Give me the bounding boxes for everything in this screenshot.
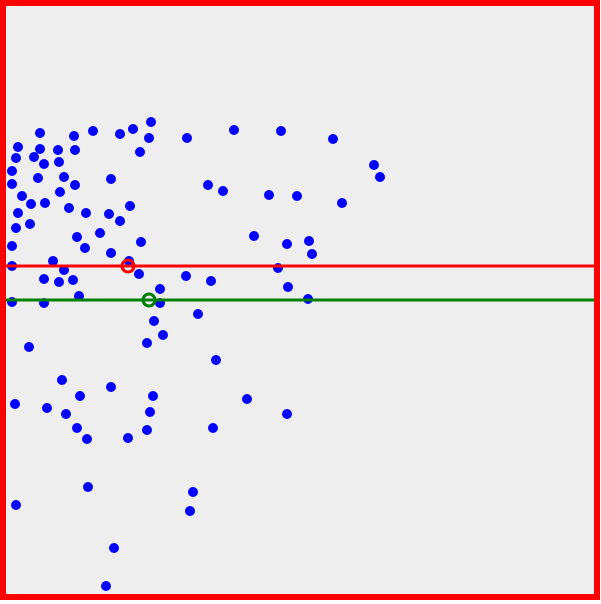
- dot-field: [7, 117, 385, 591]
- blue-dot[interactable]: [13, 208, 23, 218]
- blue-dot[interactable]: [54, 277, 64, 287]
- blue-dot[interactable]: [24, 342, 34, 352]
- blue-dot[interactable]: [155, 284, 165, 294]
- red-ring-marker[interactable]: [120, 258, 136, 274]
- blue-dot[interactable]: [55, 187, 65, 197]
- blue-dot[interactable]: [375, 172, 385, 182]
- blue-dot[interactable]: [80, 243, 90, 253]
- blue-dot[interactable]: [123, 433, 133, 443]
- blue-dot[interactable]: [72, 232, 82, 242]
- blue-dot[interactable]: [185, 506, 195, 516]
- blue-dot[interactable]: [33, 173, 43, 183]
- blue-dot[interactable]: [242, 394, 252, 404]
- blue-dot[interactable]: [337, 198, 347, 208]
- blue-dot[interactable]: [59, 172, 69, 182]
- blue-dot[interactable]: [283, 282, 293, 292]
- blue-dot[interactable]: [64, 203, 74, 213]
- blue-dot[interactable]: [106, 382, 116, 392]
- blue-dot[interactable]: [35, 144, 45, 154]
- blue-dot[interactable]: [229, 125, 239, 135]
- blue-dot[interactable]: [106, 248, 116, 258]
- blue-dot[interactable]: [369, 160, 379, 170]
- blue-dot[interactable]: [328, 134, 338, 144]
- blue-dot[interactable]: [101, 581, 111, 591]
- blue-dot[interactable]: [249, 231, 259, 241]
- blue-dot[interactable]: [11, 153, 21, 163]
- blue-dot[interactable]: [148, 391, 158, 401]
- blue-dot[interactable]: [11, 223, 21, 233]
- blue-dot[interactable]: [125, 201, 135, 211]
- blue-dot[interactable]: [7, 241, 17, 251]
- blue-dot[interactable]: [29, 152, 39, 162]
- blue-dot[interactable]: [203, 180, 213, 190]
- blue-dot[interactable]: [307, 249, 317, 259]
- blue-dot[interactable]: [95, 228, 105, 238]
- blue-dot[interactable]: [136, 237, 146, 247]
- blue-dot[interactable]: [68, 275, 78, 285]
- blue-dot[interactable]: [146, 117, 156, 127]
- blue-dot[interactable]: [75, 391, 85, 401]
- blue-dot[interactable]: [48, 256, 58, 266]
- blue-dot[interactable]: [264, 190, 274, 200]
- blue-dot[interactable]: [42, 403, 52, 413]
- blue-dot[interactable]: [208, 423, 218, 433]
- blue-dot[interactable]: [145, 407, 155, 417]
- blue-dot[interactable]: [13, 142, 23, 152]
- blue-dot[interactable]: [53, 145, 63, 155]
- blue-dot[interactable]: [181, 271, 191, 281]
- blue-dot[interactable]: [144, 133, 154, 143]
- blue-dot[interactable]: [128, 124, 138, 134]
- blue-dot[interactable]: [135, 147, 145, 157]
- blue-dot[interactable]: [142, 425, 152, 435]
- blue-dot[interactable]: [81, 208, 91, 218]
- blue-dot[interactable]: [193, 309, 203, 319]
- blue-dot[interactable]: [72, 423, 82, 433]
- blue-dot[interactable]: [282, 239, 292, 249]
- blue-dot[interactable]: [25, 219, 35, 229]
- blue-dot[interactable]: [142, 338, 152, 348]
- blue-dot[interactable]: [7, 179, 17, 189]
- blue-dot[interactable]: [70, 145, 80, 155]
- blue-dot[interactable]: [57, 375, 67, 385]
- blue-dot[interactable]: [26, 199, 36, 209]
- blue-dot[interactable]: [276, 126, 286, 136]
- blue-dot[interactable]: [188, 487, 198, 497]
- green-ring-marker[interactable]: [141, 292, 157, 308]
- blue-dot[interactable]: [218, 186, 228, 196]
- blue-dot[interactable]: [304, 236, 314, 246]
- blue-dot[interactable]: [149, 316, 159, 326]
- blue-dot[interactable]: [70, 180, 80, 190]
- blue-dot[interactable]: [83, 482, 93, 492]
- blue-dot[interactable]: [206, 276, 216, 286]
- blue-dot[interactable]: [106, 174, 116, 184]
- blue-dot[interactable]: [282, 409, 292, 419]
- blue-dot[interactable]: [61, 409, 71, 419]
- blue-dot[interactable]: [54, 157, 64, 167]
- blue-dot[interactable]: [182, 133, 192, 143]
- blue-dot[interactable]: [35, 128, 45, 138]
- blue-dot[interactable]: [40, 198, 50, 208]
- blue-dot[interactable]: [115, 216, 125, 226]
- blue-dot[interactable]: [11, 500, 21, 510]
- blue-dot[interactable]: [158, 330, 168, 340]
- blue-dot[interactable]: [115, 129, 125, 139]
- blue-dot[interactable]: [39, 274, 49, 284]
- blue-dot[interactable]: [109, 543, 119, 553]
- blue-dot[interactable]: [211, 355, 221, 365]
- blue-dot[interactable]: [134, 269, 144, 279]
- blue-dot[interactable]: [69, 131, 79, 141]
- blue-dot[interactable]: [39, 159, 49, 169]
- blue-dot[interactable]: [7, 166, 17, 176]
- blue-dot[interactable]: [104, 209, 114, 219]
- blue-dot[interactable]: [88, 126, 98, 136]
- blue-dot[interactable]: [82, 434, 92, 444]
- blue-dot[interactable]: [292, 191, 302, 201]
- blue-dot[interactable]: [10, 399, 20, 409]
- blue-dot[interactable]: [17, 191, 27, 201]
